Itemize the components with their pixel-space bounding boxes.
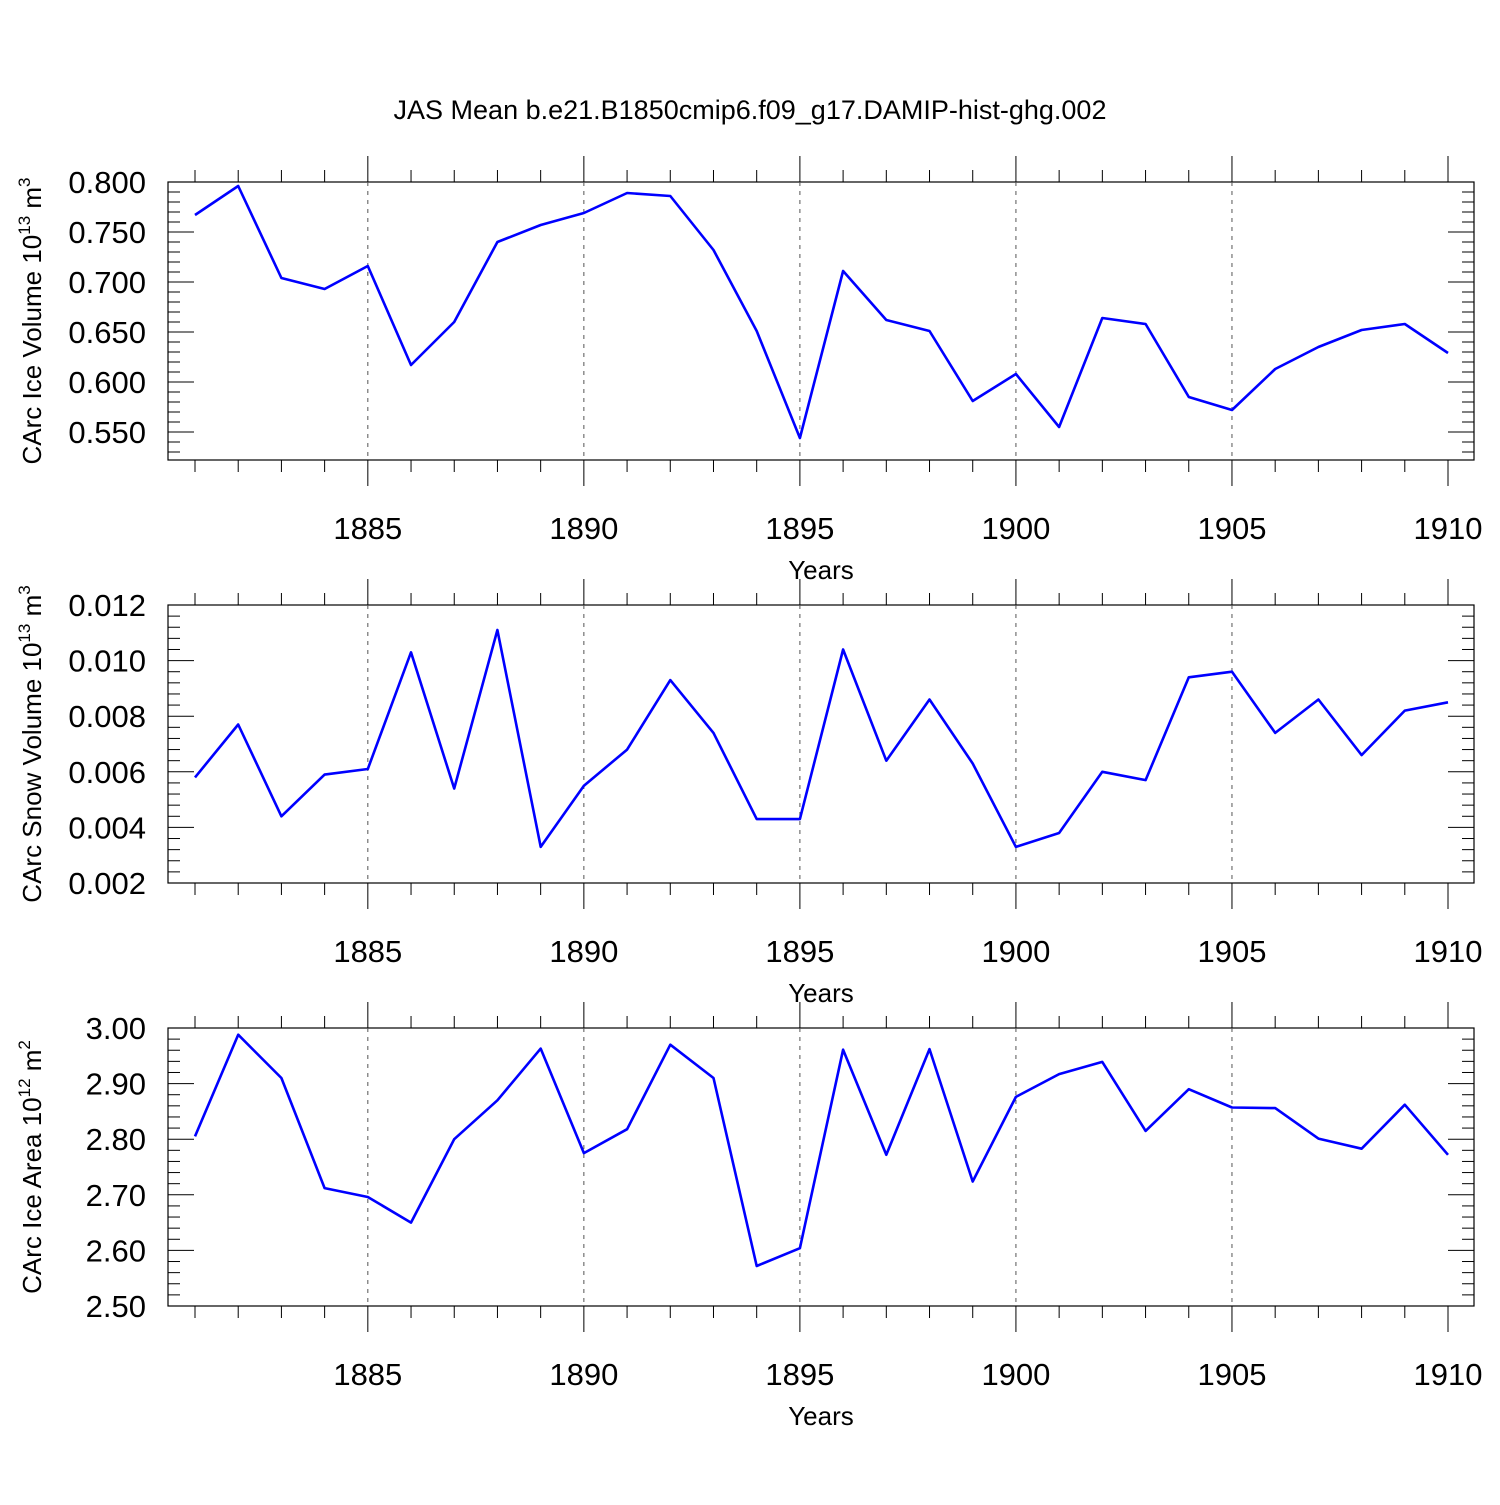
y-tick-label: 0.600 — [68, 365, 146, 400]
y-tick-label: 0.550 — [68, 415, 146, 450]
y-tick-label: 2.50 — [86, 1289, 146, 1324]
y-tick-label: 0.010 — [68, 644, 146, 679]
y-tick-label: 0.800 — [68, 165, 146, 200]
x-axis-label: Years — [788, 1401, 854, 1431]
y-tick-label: 0.006 — [68, 755, 146, 790]
x-tick-label: 1895 — [765, 1357, 834, 1392]
x-tick-label: 1895 — [765, 511, 834, 546]
figure-title: JAS Mean b.e21.B1850cmip6.f09_g17.DAMIP-… — [394, 95, 1107, 125]
y-tick-label: 0.004 — [68, 810, 146, 845]
y-tick-label: 2.80 — [86, 1122, 146, 1157]
y-tick-label: 0.750 — [68, 215, 146, 250]
x-tick-label: 1905 — [1197, 1357, 1266, 1392]
x-tick-label: 1890 — [549, 1357, 618, 1392]
x-tick-label: 1910 — [1414, 934, 1483, 969]
x-tick-label: 1885 — [333, 1357, 402, 1392]
x-tick-label: 1890 — [549, 934, 618, 969]
y-tick-label: 2.70 — [86, 1178, 146, 1213]
y-tick-label: 0.002 — [68, 866, 146, 901]
x-axis-label: Years — [788, 555, 854, 585]
x-tick-label: 1885 — [333, 511, 402, 546]
x-axis-label: Years — [788, 978, 854, 1008]
x-tick-label: 1890 — [549, 511, 618, 546]
x-tick-label: 1900 — [981, 1357, 1050, 1392]
y-tick-label: 2.60 — [86, 1233, 146, 1268]
y-axis-label: CArc Ice Area 1012 m2 — [15, 1040, 47, 1294]
x-tick-label: 1910 — [1414, 511, 1483, 546]
y-tick-label: 3.00 — [86, 1011, 146, 1046]
y-tick-label: 0.008 — [68, 699, 146, 734]
y-tick-label: 0.700 — [68, 265, 146, 300]
x-tick-label: 1910 — [1414, 1357, 1483, 1392]
x-tick-label: 1900 — [981, 934, 1050, 969]
x-tick-label: 1885 — [333, 934, 402, 969]
y-tick-label: 0.012 — [68, 588, 146, 623]
y-tick-label: 2.90 — [86, 1067, 146, 1102]
y-tick-label: 0.650 — [68, 315, 146, 350]
x-tick-label: 1905 — [1197, 934, 1266, 969]
x-tick-label: 1905 — [1197, 511, 1266, 546]
x-tick-label: 1895 — [765, 934, 834, 969]
x-tick-label: 1900 — [981, 511, 1050, 546]
